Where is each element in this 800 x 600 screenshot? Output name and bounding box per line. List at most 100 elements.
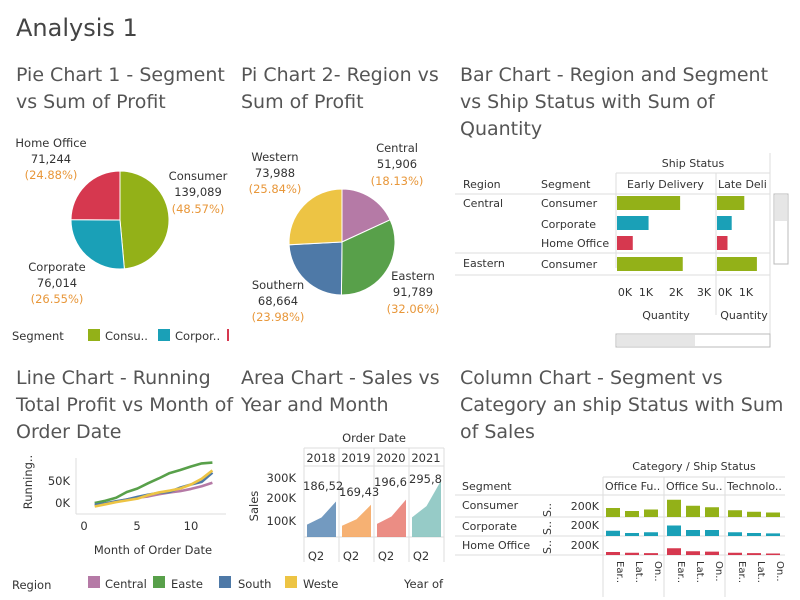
pie1-legend-item[interactable]: Consu.. — [105, 329, 148, 343]
line-legend-title: Region — [12, 578, 51, 592]
column-bar[interactable] — [728, 510, 742, 517]
bar-col-region: Region — [463, 178, 501, 191]
column-row-axis-label: S.. — [541, 521, 554, 535]
column-bar[interactable] — [686, 505, 700, 517]
column-bar[interactable] — [606, 530, 620, 536]
pie-slice-eastern[interactable] — [340, 219, 396, 296]
column-bar[interactable] — [667, 548, 681, 555]
pie1-label-pct: (24.88%) — [25, 168, 78, 182]
legend-swatch-corporate — [158, 329, 170, 341]
line-legend-item[interactable]: Central — [105, 577, 147, 591]
pie-slice-southern[interactable] — [288, 241, 343, 296]
pie1-label-pct: (48.57%) — [172, 202, 225, 216]
bar-h-scrollbar-thumb[interactable] — [617, 335, 695, 346]
column-status-tick: On.. — [774, 561, 785, 582]
column-bar[interactable] — [705, 551, 719, 555]
column-bar[interactable] — [705, 530, 719, 536]
column-row-tick: 200K — [571, 500, 600, 513]
area-mark-2019[interactable] — [342, 504, 371, 537]
pie-slice-western[interactable] — [288, 188, 343, 246]
area-mark-2018[interactable] — [307, 501, 336, 537]
bar-axis1-label: Quantity — [642, 309, 690, 322]
column-status-tick: Ear.. — [675, 561, 686, 583]
pie1-slices — [70, 170, 170, 270]
column-category: Technolo.. — [726, 480, 782, 493]
column-bar[interactable] — [747, 533, 761, 536]
pie1-label-name: Home Office — [15, 136, 86, 150]
pie2-label-pct: (25.84%) — [249, 182, 302, 196]
column-bar[interactable] — [667, 525, 681, 537]
bar-late[interactable] — [717, 236, 728, 250]
area-mark-2021[interactable] — [412, 480, 441, 537]
line-legend-item[interactable]: South — [238, 577, 271, 591]
column-bar[interactable] — [747, 511, 761, 517]
column-category: Office Fu.. — [605, 480, 660, 493]
bar-early[interactable] — [617, 257, 683, 271]
pie2-label-value: 73,988 — [255, 166, 295, 180]
column-bar[interactable] — [705, 507, 719, 517]
column-status-tick: Lat.. — [755, 561, 766, 583]
dashboard-title: Analysis 1 — [16, 14, 138, 42]
column-bar[interactable] — [766, 512, 780, 518]
bar-early[interactable] — [617, 196, 681, 210]
column-bar[interactable] — [644, 509, 658, 518]
column-bar[interactable] — [686, 530, 700, 536]
pie-slice-central[interactable] — [341, 188, 391, 243]
bar-late[interactable] — [717, 257, 757, 271]
area-footer-label: Year of — [403, 577, 444, 591]
column-bar[interactable] — [747, 553, 761, 555]
pie2-label-pct: (18.13%) — [371, 174, 424, 188]
area-ytick: 200K — [267, 491, 297, 505]
column-title: Column Chart - Segment vs Category an sh… — [460, 367, 784, 443]
column-row-axis-label: S.. — [541, 540, 554, 554]
line-legend-item[interactable]: Easte — [171, 577, 203, 591]
column-bar[interactable] — [686, 551, 700, 555]
area-year: 2018 — [306, 451, 335, 465]
column-bar[interactable] — [606, 552, 620, 555]
legend-swatch-central — [88, 576, 100, 588]
line-xtick: 0 — [80, 519, 87, 533]
column-bar[interactable] — [766, 533, 780, 536]
pie1-label-pct: (26.55%) — [31, 292, 84, 306]
pie1-label-name: Corporate — [28, 260, 86, 274]
column-chart: Category / Ship Status Segment Office Fu… — [455, 460, 785, 597]
bar-row-segment: Consumer — [541, 197, 598, 210]
column-bar[interactable] — [644, 532, 658, 536]
column-marks — [606, 499, 780, 556]
pie1-label-value: 71,244 — [31, 152, 71, 166]
bar-late[interactable] — [717, 196, 745, 210]
column-bar[interactable] — [606, 508, 620, 517]
column-bar[interactable] — [625, 511, 639, 517]
column-col-segment: Segment — [462, 480, 512, 493]
line-series-western[interactable] — [94, 469, 214, 508]
line-legend-item[interactable]: Weste — [303, 577, 338, 591]
bar-early[interactable] — [617, 236, 633, 250]
column-bar[interactable] — [644, 553, 658, 555]
column-status-ticks: Ear.. Lat.. On.. Ear.. Lat.. On.. Ear.. Lat.. On… — [614, 561, 785, 583]
pie-slice-corporate[interactable] — [70, 219, 125, 270]
area-year: 2020 — [376, 451, 405, 465]
bar-early[interactable] — [617, 216, 649, 230]
area-ytick: 300K — [267, 471, 297, 485]
column-bar[interactable] — [625, 533, 639, 536]
column-bar[interactable] — [766, 553, 780, 556]
column-bar[interactable] — [625, 552, 639, 555]
column-bar[interactable] — [728, 532, 742, 536]
bar-header-title: Ship Status — [662, 157, 725, 170]
bar-v-scrollbar-thumb[interactable] — [775, 195, 787, 221]
pie2-chart: Western 73,988 (25.84%) Central 51,906 (… — [249, 141, 440, 324]
bar-axis1-tick: 1K — [639, 286, 654, 299]
line-ylabel: Running.. — [21, 455, 35, 509]
pie1-legend-item[interactable]: Corpor.. — [175, 329, 220, 343]
pie-slice-consumer[interactable] — [119, 170, 170, 270]
pie2-label-name: Eastern — [391, 269, 435, 283]
pie2-label-name: Central — [376, 141, 418, 155]
bar-late[interactable] — [717, 216, 732, 230]
area-mark-2020[interactable] — [377, 499, 406, 537]
pie-slice-home-office[interactable] — [70, 170, 121, 221]
column-bar[interactable] — [728, 552, 742, 555]
area-year: 2019 — [341, 451, 370, 465]
line-series-eastern[interactable] — [94, 461, 213, 505]
bar-col-early: Early Delivery — [627, 178, 704, 191]
column-bar[interactable] — [667, 499, 681, 517]
